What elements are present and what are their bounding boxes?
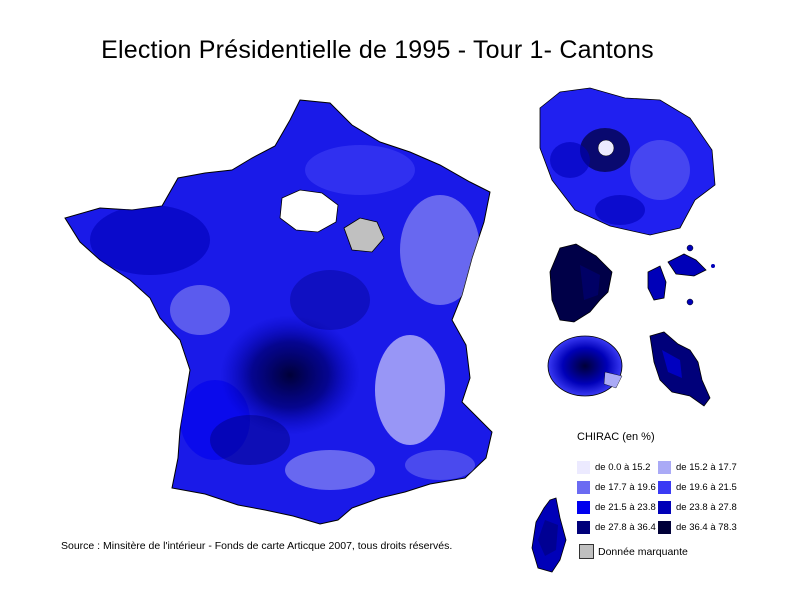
legend-swatch — [577, 521, 590, 534]
legend-swatch — [658, 481, 671, 494]
guyane-inset — [549, 243, 613, 323]
ile-de-france-inset — [539, 87, 716, 236]
legend-item: de 36.4 à 78.3 — [658, 521, 737, 534]
legend-label: de 36.4 à 78.3 — [676, 522, 737, 533]
legend-missing-label: Donnée marquante — [598, 545, 688, 558]
legend-swatch — [577, 461, 590, 474]
mainland-france-map — [64, 99, 493, 525]
legend-label: de 21.5 à 23.8 — [595, 502, 656, 513]
legend-label: de 19.6 à 21.5 — [676, 482, 737, 493]
legend-label: de 15.2 à 17.7 — [676, 462, 737, 473]
legend-item: de 27.8 à 36.4 — [577, 521, 656, 534]
legend-swatch-missing — [579, 544, 594, 559]
legend-item: de 21.5 à 23.8 — [577, 501, 656, 514]
source-note: Source : Minsitère de l'intérieur - Fond… — [61, 540, 453, 552]
corsica-inset — [531, 497, 567, 573]
legend-title: CHIRAC (en %) — [577, 431, 655, 443]
legend-item: de 19.6 à 21.5 — [658, 481, 737, 494]
legend-item: de 0.0 à 15.2 — [577, 461, 650, 474]
legend-label: de 0.0 à 15.2 — [595, 462, 651, 473]
legend-label: de 27.8 à 36.4 — [595, 522, 656, 533]
legend-item: de 15.2 à 17.7 — [658, 461, 737, 474]
legend-swatch — [577, 481, 590, 494]
legend-missing-item: Donnée marquante — [579, 544, 688, 559]
legend-item: de 17.7 à 19.6 — [577, 481, 656, 494]
legend-swatch — [658, 461, 671, 474]
legend-item: de 23.8 à 27.8 — [658, 501, 737, 514]
legend-swatch — [577, 501, 590, 514]
legend-label: de 17.7 à 19.6 — [595, 482, 656, 493]
map-title: Election Présidentielle de 1995 - Tour 1… — [101, 36, 654, 64]
reunion-inset — [547, 335, 623, 397]
legend-label: de 23.8 à 27.8 — [676, 502, 737, 513]
legend-swatch — [658, 501, 671, 514]
legend-swatch — [658, 521, 671, 534]
guadeloupe-inset — [647, 244, 715, 306]
martinique-inset — [649, 331, 711, 407]
